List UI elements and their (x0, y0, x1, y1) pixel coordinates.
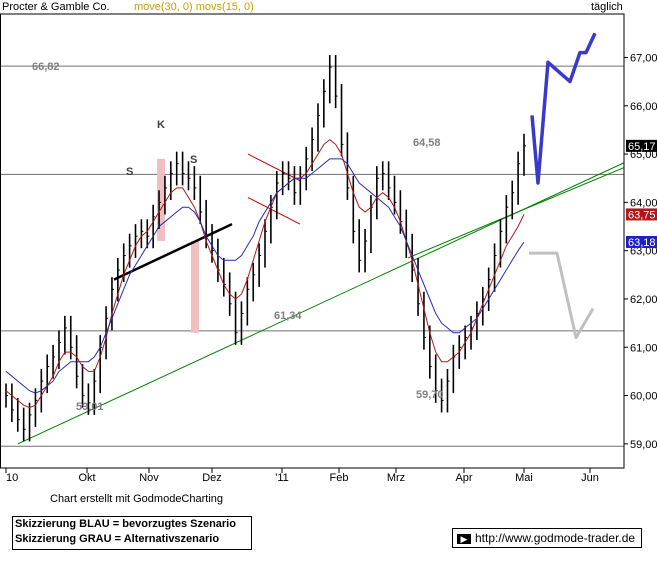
scenario-layer (529, 32, 597, 340)
level-label: 64,58 (413, 137, 441, 149)
y-tick-label: 62,00 (630, 294, 657, 306)
value-badge-label: 63,18 (628, 237, 656, 249)
x-tick-label: Dez (202, 472, 222, 484)
series-line (5, 158, 525, 394)
value-badge-label: 65,17 (628, 141, 656, 153)
level-labels: 66,82 64,58 61,34 59,01 59,70 S K S (32, 61, 444, 413)
y-tick-label: 66,00 (630, 101, 657, 113)
swing-label: S (126, 166, 133, 178)
y-tick-label: 59,00 (630, 439, 657, 451)
value-badge (626, 139, 657, 152)
source-link[interactable]: ▶ http://www.godmode-trader.de (452, 528, 642, 548)
flag-lower (247, 197, 301, 225)
credit-text: Chart erstellt mit GodmodeCharting (50, 493, 224, 505)
value-badge-label: 63,75 (628, 209, 656, 221)
x-tick-label: Mrz (387, 472, 405, 484)
swing-label: 59,70 (416, 389, 444, 401)
grid-lines (0, 65, 624, 447)
scenario-blue (530, 32, 597, 185)
x-tick-label: Jun (581, 472, 599, 484)
swing-label: 59,01 (76, 401, 104, 413)
arrow-icon: ▶ (457, 533, 471, 544)
highlight-band (157, 158, 165, 241)
x-tick-label: Feb (330, 472, 349, 484)
swing-label: S (190, 154, 197, 166)
scenario-legend: Skizzierung BLAU = bevorzugtes Szenario … (12, 516, 252, 550)
y-tick-label: 60,00 (630, 391, 657, 403)
chart-title: Procter & Gamble Co. (2, 1, 110, 13)
plot-frame (0, 13, 625, 469)
trend-lines (17, 153, 625, 445)
y-tick-label: 61,00 (630, 342, 657, 354)
level-label: 61,34 (274, 310, 302, 322)
level-label: 66,82 (32, 61, 60, 73)
indicator-legend: move(30, 0) movs(15, 0) (134, 1, 254, 13)
axes: 59,00 60,00 61,00 62,00 63,00 64,00 65,00 66,00… (0, 13, 657, 484)
legend-grey: Skizzierung GRAU = Alternativszenario (15, 533, 220, 545)
value-badge (626, 208, 657, 221)
x-tick-label: Apr (455, 472, 472, 484)
x-tick-label: Okt (78, 472, 95, 484)
x-tick-label: Nov (139, 472, 159, 484)
series-line (5, 138, 525, 409)
y-tick-label: 64,00 (630, 197, 657, 209)
x-tick-label: '11 (275, 472, 289, 484)
legend-blue: Skizzierung BLAU = bevorzugtes Szenario (15, 518, 236, 530)
series-layer (5, 55, 526, 442)
source-url: http://www.godmode-trader.de (475, 531, 636, 545)
scenario-grey (529, 251, 595, 340)
trend-line-upper (407, 167, 625, 259)
trend-line-long (17, 162, 625, 445)
y-tick-label: 65,00 (630, 149, 657, 161)
period-label: täglich (591, 1, 623, 13)
value-badge (626, 235, 657, 248)
swing-label: K (157, 119, 165, 131)
y-tick-label: 67,00 (630, 52, 657, 64)
x-tick-label: Mai (515, 472, 533, 484)
flag-upper (247, 153, 301, 182)
highlight-bands (157, 158, 199, 333)
y-tick-label: 63,00 (630, 246, 657, 258)
highlight-band (191, 241, 199, 333)
x-tick-label: 10 (6, 472, 18, 484)
